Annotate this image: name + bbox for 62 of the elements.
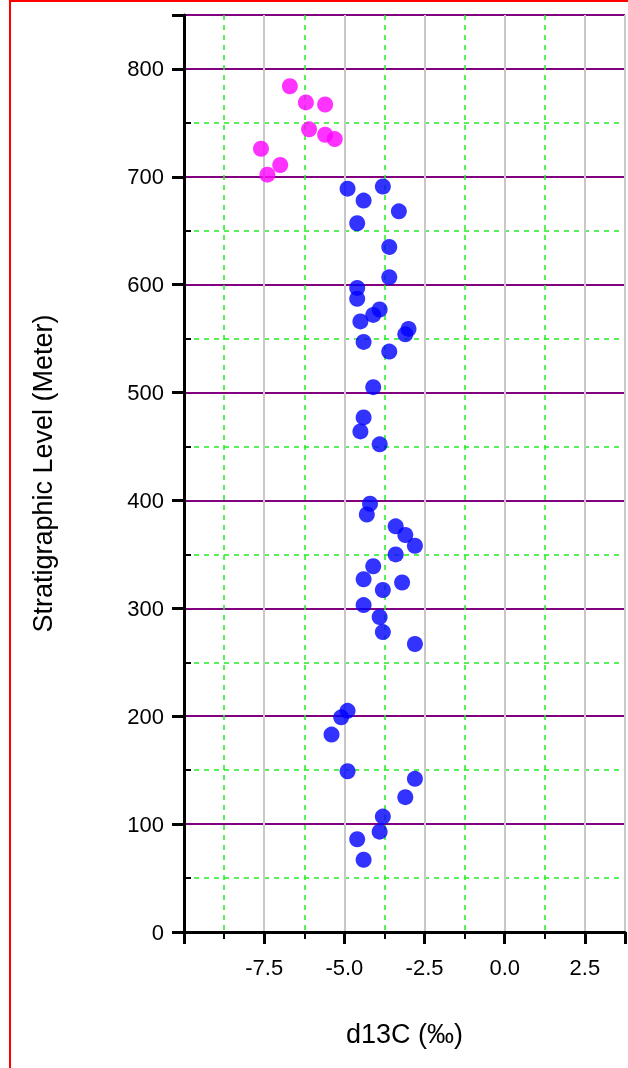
point — [365, 379, 382, 396]
point — [297, 94, 314, 111]
x-tick-label: -7.5 — [245, 954, 284, 980]
point — [272, 156, 289, 173]
point — [301, 121, 318, 138]
point — [281, 78, 298, 95]
point — [355, 192, 372, 209]
point — [394, 574, 411, 591]
point — [390, 203, 407, 220]
point — [259, 166, 276, 183]
point — [397, 527, 414, 543]
point — [381, 343, 398, 360]
point — [355, 409, 372, 426]
point — [349, 831, 366, 848]
y-tick-label: 0 — [151, 919, 164, 945]
point — [339, 180, 356, 197]
point — [326, 131, 343, 148]
point — [365, 306, 382, 323]
x-axis-title: d13C (‰) — [345, 1018, 464, 1049]
y-tick-label: 700 — [127, 164, 164, 190]
point — [355, 597, 372, 614]
point — [406, 537, 423, 554]
point — [374, 178, 391, 195]
point — [397, 326, 414, 343]
point — [355, 571, 372, 588]
point — [339, 763, 356, 780]
point — [317, 96, 334, 113]
y-tick-label: 200 — [127, 703, 164, 729]
x-tick-label: -5.0 — [325, 954, 364, 980]
y-axis-title: Stratigraphic Level (Meter) — [27, 314, 58, 633]
point — [252, 140, 269, 157]
point — [365, 558, 382, 575]
y-tick-label: 600 — [127, 272, 164, 298]
point — [323, 726, 340, 743]
x-tick-label: 0.0 — [489, 954, 521, 980]
point — [352, 313, 369, 330]
y-tick-label: 800 — [127, 56, 164, 82]
point — [355, 851, 372, 868]
point — [349, 290, 366, 307]
x-tick-label: -2.5 — [405, 954, 444, 980]
point — [358, 506, 375, 523]
point — [381, 269, 398, 286]
point — [371, 436, 388, 453]
y-tick-label: 300 — [127, 595, 164, 621]
point — [371, 823, 388, 840]
point — [406, 635, 423, 652]
point — [371, 608, 388, 625]
point — [349, 215, 366, 232]
point — [374, 582, 391, 599]
point — [333, 709, 350, 726]
y-tick-label: 100 — [127, 811, 164, 837]
point — [355, 333, 372, 350]
point — [406, 770, 423, 787]
point — [381, 238, 398, 255]
y-tick-label: 400 — [127, 487, 164, 513]
x-tick-label: 2.5 — [569, 954, 601, 980]
point — [374, 624, 391, 641]
point — [387, 546, 404, 563]
point — [374, 808, 391, 825]
point — [397, 789, 414, 806]
y-tick-label: 500 — [127, 380, 164, 406]
point — [352, 423, 369, 440]
